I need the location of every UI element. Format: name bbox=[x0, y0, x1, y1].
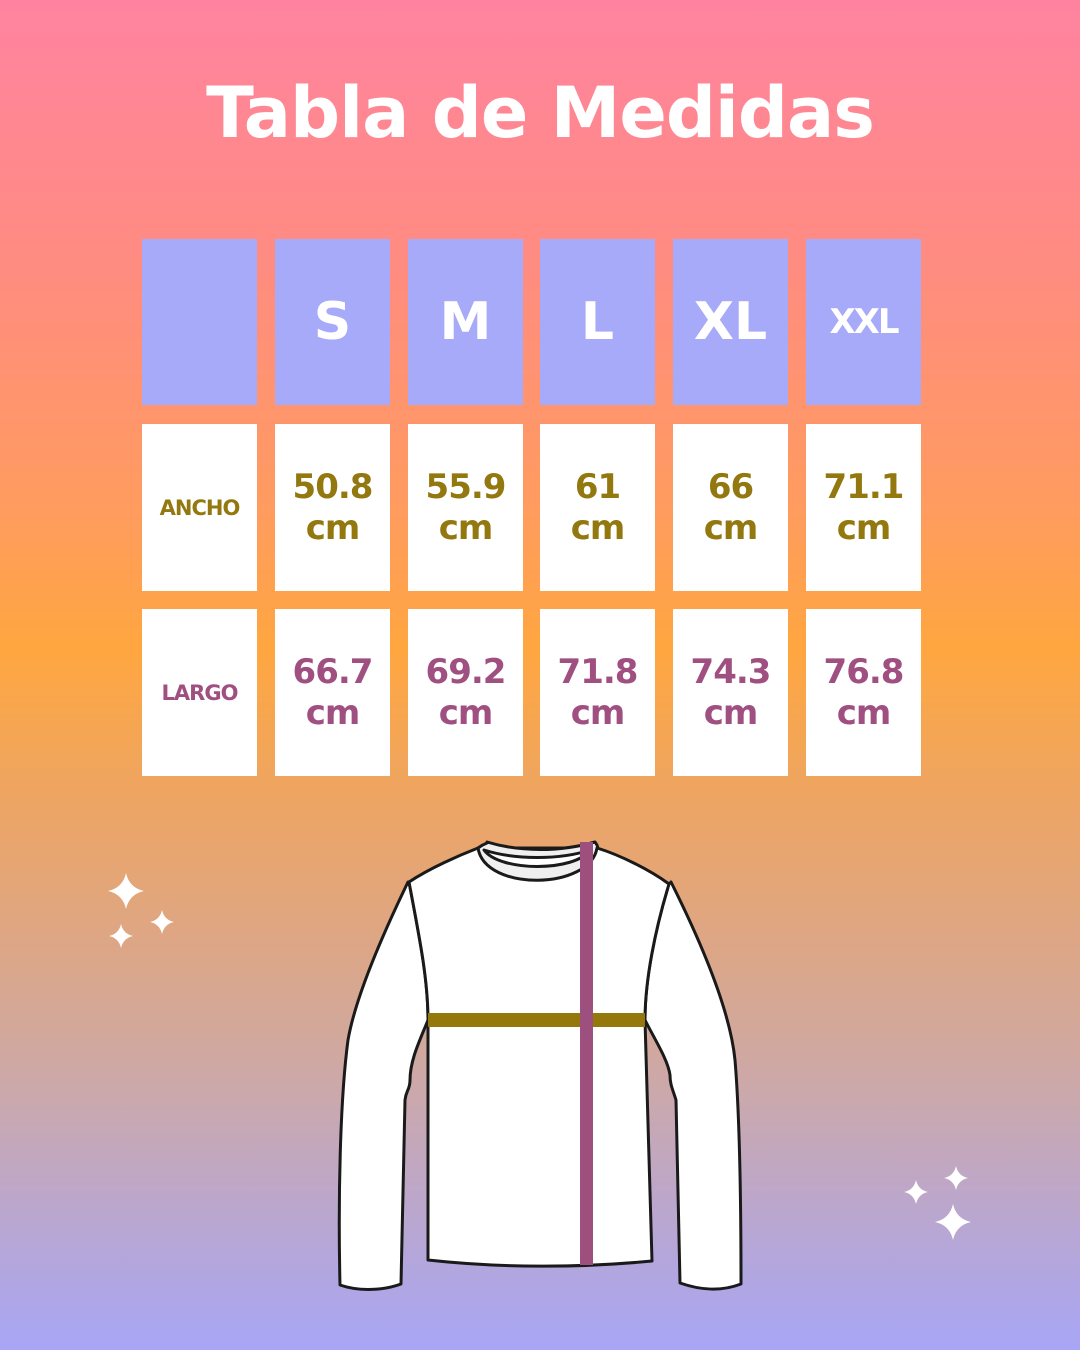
length-measure-bar bbox=[580, 842, 593, 1265]
row-label-ancho: ANCHO bbox=[142, 424, 257, 591]
measurement-unit: cm bbox=[305, 692, 361, 733]
sparkle-icon bbox=[935, 1204, 971, 1240]
row-label-largo: LARGO bbox=[142, 609, 257, 776]
measurement-cell-largo-xl: 74.3 cm bbox=[673, 609, 788, 776]
measurement-value: 50.8 bbox=[292, 466, 374, 507]
measurement-value: 74.3 bbox=[690, 651, 772, 692]
measurement-unit: cm bbox=[570, 692, 626, 733]
measurement-unit: cm bbox=[570, 507, 626, 548]
left-sleeve bbox=[337, 880, 430, 1291]
sparkle-icon bbox=[904, 1180, 928, 1204]
measurement-cell-largo-s: 66.7 cm bbox=[275, 609, 390, 776]
header-size-s: S bbox=[275, 239, 390, 405]
measurement-value: 71.1 bbox=[823, 466, 905, 507]
sparkle-icon bbox=[109, 924, 133, 948]
page-title: Tabla de Medidas bbox=[206, 72, 875, 154]
measurement-unit: cm bbox=[438, 507, 494, 548]
width-measure-bar bbox=[428, 1013, 645, 1027]
sparkle-icon bbox=[150, 910, 174, 934]
header-size-xl: XL bbox=[673, 239, 788, 405]
measurement-value: 71.8 bbox=[557, 651, 639, 692]
measurement-unit: cm bbox=[305, 507, 361, 548]
measurement-cell-largo-m: 69.2 cm bbox=[408, 609, 523, 776]
measurement-unit: cm bbox=[703, 692, 759, 733]
measurement-unit: cm bbox=[703, 507, 759, 548]
measurement-value: 69.2 bbox=[425, 651, 507, 692]
measurement-value: 66 bbox=[707, 466, 754, 507]
measurement-unit: cm bbox=[836, 692, 892, 733]
header-size-l: L bbox=[540, 239, 655, 405]
measurement-cell-largo-xxl: 76.8 cm bbox=[806, 609, 921, 776]
shirt-body bbox=[407, 846, 671, 1268]
measurement-value: 66.7 bbox=[292, 651, 374, 692]
header-empty-cell bbox=[142, 239, 257, 405]
measurement-cell-ancho-xxl: 71.1 cm bbox=[806, 424, 921, 591]
measurement-value: 61 bbox=[574, 466, 621, 507]
sparkle-icon bbox=[108, 873, 144, 909]
measurement-value: 55.9 bbox=[425, 466, 507, 507]
header-size-m: M bbox=[408, 239, 523, 405]
shirt-illustration bbox=[337, 840, 743, 1291]
measurement-cell-ancho-m: 55.9 cm bbox=[408, 424, 523, 591]
sparkle-icon bbox=[944, 1166, 968, 1190]
measurement-unit: cm bbox=[836, 507, 892, 548]
right-sleeve bbox=[643, 880, 743, 1291]
measurement-cell-ancho-s: 50.8 cm bbox=[275, 424, 390, 591]
measurement-cell-ancho-xl: 66 cm bbox=[673, 424, 788, 591]
measurement-cell-ancho-l: 61 cm bbox=[540, 424, 655, 591]
measurement-unit: cm bbox=[438, 692, 494, 733]
measurement-value: 76.8 bbox=[823, 651, 905, 692]
header-size-xxl: XXL bbox=[806, 239, 921, 405]
measurement-cell-largo-l: 71.8 cm bbox=[540, 609, 655, 776]
